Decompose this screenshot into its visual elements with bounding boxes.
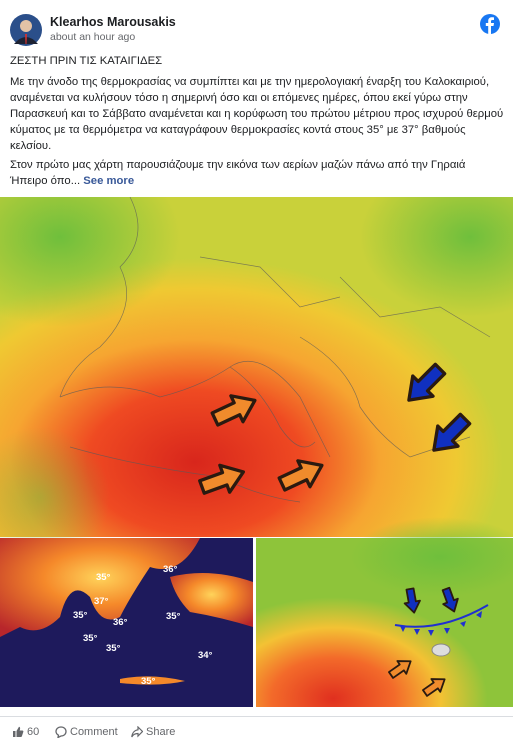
coastlines (59, 197, 491, 503)
like-icon[interactable] (12, 726, 24, 738)
avatar[interactable] (10, 14, 42, 46)
map-region (350, 517, 513, 597)
map-label: 36° (163, 564, 178, 575)
post-paragraph: Στον πρώτο μας χάρτη παρουσιάζουμε την ε… (10, 157, 504, 189)
post-paragraph: Με την άνοδο της θερμοκρασίας να συμπίπτ… (10, 76, 504, 152)
map-label: 35° (141, 676, 156, 687)
facebook-icon[interactable] (480, 14, 500, 34)
map-label: 35° (166, 611, 181, 622)
map-label: 35° (73, 610, 88, 621)
share-icon[interactable] (131, 726, 143, 738)
post-title: ΖΕΣΤΗ ΠΡΙΝ ΤΙΣ ΚΑΤΑΙΓΙΔΕΣ (10, 55, 163, 67)
comment-icon[interactable] (55, 726, 67, 738)
map-region (0, 427, 110, 567)
share-button[interactable]: Share (146, 726, 176, 738)
front-triangles (400, 611, 482, 636)
post-images[interactable]: 36° 35° 37° 35° 36° 35° 35° 35° 34° 35° (0, 197, 513, 707)
post-paragraph-text: Στον πρώτο μας χάρτη παρουσιάζουμε την ε… (10, 159, 466, 187)
map-land (120, 676, 185, 685)
storm-icon (431, 643, 451, 657)
map-region (360, 197, 513, 317)
like-count[interactable]: 60 (27, 726, 40, 738)
map-label: 35° (106, 643, 121, 654)
map-label: 35° (96, 572, 111, 583)
divider (0, 716, 513, 717)
map-land (0, 538, 200, 637)
timestamp[interactable]: about an hour ago (50, 31, 136, 43)
map-label: 37° (94, 596, 109, 607)
map-label: 36° (113, 617, 128, 628)
temperature-labels: 36° 35° 37° 35° 36° 35° 35° 35° 34° 35° (73, 564, 213, 687)
map-land (170, 573, 253, 627)
map-region (0, 197, 180, 327)
see-more-link[interactable]: See more (83, 175, 135, 187)
map-label: 35° (83, 633, 98, 644)
author-name[interactable]: Klearhos Marousakis (50, 15, 176, 29)
map-label: 34° (198, 650, 213, 661)
comment-button[interactable]: Comment (70, 726, 118, 738)
